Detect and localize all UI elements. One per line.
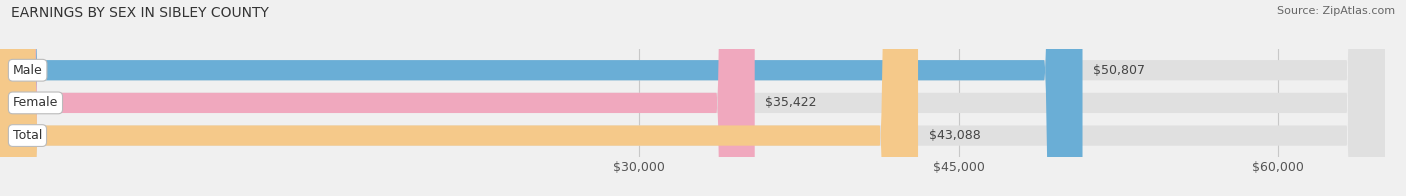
Text: EARNINGS BY SEX IN SIBLEY COUNTY: EARNINGS BY SEX IN SIBLEY COUNTY xyxy=(11,6,269,20)
FancyBboxPatch shape xyxy=(0,0,918,196)
Text: Female: Female xyxy=(13,96,58,109)
Text: $35,422: $35,422 xyxy=(765,96,817,109)
Text: Total: Total xyxy=(13,129,42,142)
Text: $43,088: $43,088 xyxy=(929,129,980,142)
Text: $50,807: $50,807 xyxy=(1092,64,1144,77)
Text: Male: Male xyxy=(13,64,42,77)
Text: Source: ZipAtlas.com: Source: ZipAtlas.com xyxy=(1277,6,1395,16)
FancyBboxPatch shape xyxy=(0,0,1083,196)
FancyBboxPatch shape xyxy=(0,0,755,196)
